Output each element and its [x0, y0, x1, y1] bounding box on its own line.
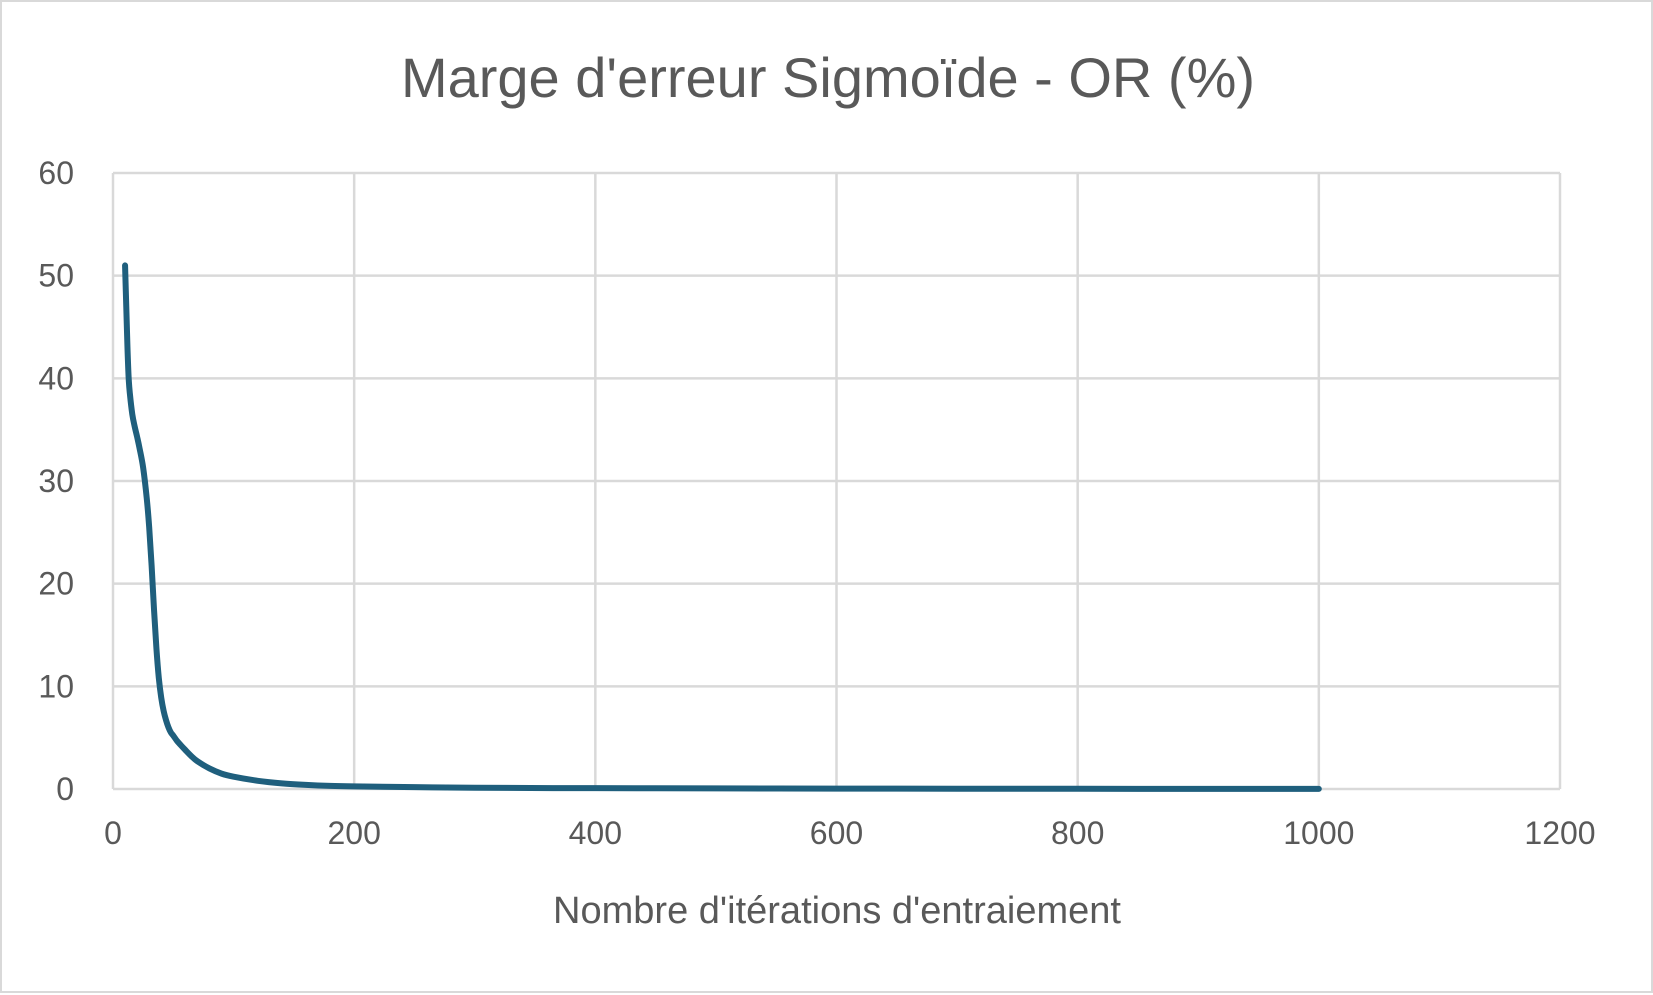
y-tick-label: 30	[38, 463, 74, 499]
x-tick-label: 0	[104, 815, 122, 851]
chart-title: Marge d'erreur Sigmoïde - OR (%)	[401, 46, 1255, 109]
x-tick-label: 200	[327, 815, 380, 851]
y-tick-label: 50	[38, 258, 74, 294]
y-tick-label: 0	[56, 771, 74, 807]
x-tick-label: 800	[1051, 815, 1104, 851]
x-tick-label: 600	[810, 815, 863, 851]
y-tick-label: 20	[38, 566, 74, 602]
x-tick-label: 1200	[1524, 815, 1595, 851]
x-axis-title: Nombre d'itérations d'entraiement	[553, 890, 1121, 932]
y-tick-label: 10	[38, 668, 74, 704]
x-tick-label: 1000	[1283, 815, 1354, 851]
series-group	[122, 262, 1322, 792]
y-tick-label: 60	[38, 155, 74, 191]
gridlines	[111, 171, 1562, 791]
y-tick-label: 40	[38, 360, 74, 396]
series-line	[122, 262, 1322, 792]
x-tick-label: 400	[569, 815, 622, 851]
